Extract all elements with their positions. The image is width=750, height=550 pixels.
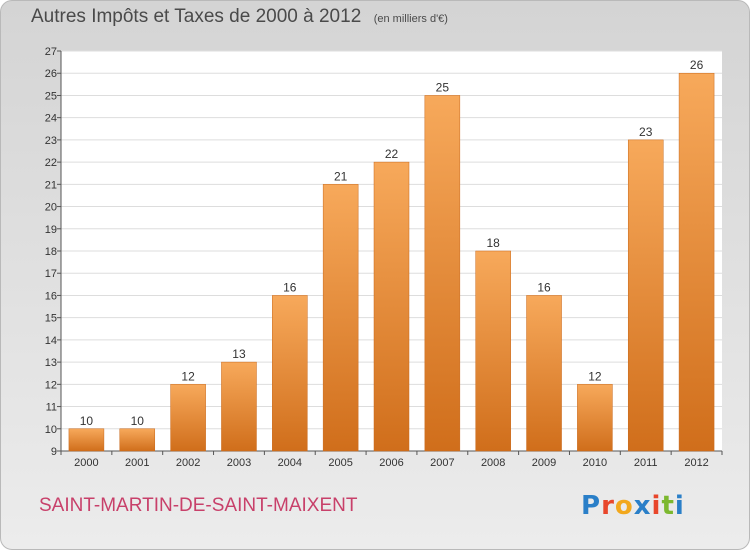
y-tick-label: 11 [46, 402, 57, 414]
data-label-2009: 16 [537, 280, 551, 294]
x-tick-label-2012: 2012 [684, 457, 708, 469]
x-tick-label-2003: 2003 [227, 457, 251, 469]
y-tick-label: 10 [45, 424, 57, 436]
bar-2005 [322, 184, 359, 452]
bar-2007 [424, 95, 461, 452]
bar-2001 [119, 428, 156, 452]
y-tick-label: 13 [45, 357, 57, 369]
x-tick-label-2000: 2000 [74, 457, 98, 469]
data-label-2008: 18 [487, 236, 501, 250]
y-tick-label: 16 [45, 290, 57, 302]
x-tick-label-2005: 2005 [328, 457, 352, 469]
y-tick-label: 12 [45, 379, 57, 391]
x-tick-label-2009: 2009 [532, 457, 556, 469]
chart-title: Autres Impôts et Taxes de 2000 à 2012 (e… [31, 6, 448, 28]
bar-2009 [526, 295, 562, 452]
logo-letter: o [614, 491, 634, 521]
y-tick-label: 27 [45, 46, 57, 58]
data-label-2003: 13 [232, 347, 246, 361]
data-label-2012: 26 [690, 58, 704, 72]
logo-letter: x [633, 491, 652, 521]
logo-letter: r [601, 491, 615, 521]
y-tick-label: 21 [45, 179, 57, 191]
bar-2012 [678, 72, 715, 452]
y-tick-label: 9 [51, 446, 57, 458]
bar-2004 [272, 295, 308, 452]
y-tick-label: 26 [45, 68, 57, 80]
logo-letter: i [674, 491, 685, 521]
data-label-2002: 12 [181, 369, 195, 383]
x-tick-label-2004: 2004 [278, 457, 302, 469]
y-tick-label: 14 [45, 335, 57, 347]
data-label-2004: 16 [283, 280, 297, 294]
chart-title-unit: (en milliers d'€) [373, 13, 448, 25]
x-tick-label-2007: 2007 [430, 457, 454, 469]
logo-letter: i [651, 491, 662, 521]
data-label-2011: 23 [639, 125, 653, 139]
y-tick-label: 22 [45, 157, 57, 169]
x-tick-label-2008: 2008 [481, 457, 505, 469]
x-tick-label-2002: 2002 [176, 457, 200, 469]
y-tick-label: 24 [45, 113, 57, 125]
y-tick-label: 19 [45, 224, 57, 236]
proxiti-logo: Proxiti [581, 491, 685, 521]
x-tick-label-2011: 2011 [634, 457, 658, 469]
bar-2003 [221, 361, 257, 452]
y-tick-label: 18 [45, 246, 57, 258]
bar-2000 [68, 428, 105, 452]
y-tick-label: 23 [45, 135, 57, 147]
x-tick-label-2006: 2006 [379, 457, 403, 469]
data-label-2001: 10 [131, 414, 145, 428]
chart-title-main: Autres Impôts et Taxes de 2000 à 2012 [31, 6, 362, 27]
logo-letter: P [581, 491, 602, 521]
y-tick-label: 17 [45, 268, 57, 280]
x-tick-label-2001: 2001 [125, 457, 149, 469]
data-label-2010: 12 [588, 369, 602, 383]
bar-2011 [627, 139, 664, 452]
y-tick-label: 25 [45, 90, 57, 102]
commune-name: SAINT-MARTIN-DE-SAINT-MAIXENT [39, 495, 358, 516]
data-label-2006: 22 [385, 147, 399, 161]
bar-2002 [170, 384, 206, 452]
data-label-2005: 21 [334, 169, 348, 183]
bar-2006 [373, 161, 410, 452]
x-tick-label-2010: 2010 [583, 457, 607, 469]
y-tick-label: 20 [45, 202, 57, 214]
bar-2010 [577, 384, 613, 452]
data-label-2007: 25 [436, 80, 450, 94]
data-label-2000: 10 [80, 414, 94, 428]
bar-2008 [475, 250, 511, 452]
logo-letter: t [661, 491, 675, 521]
y-tick-label: 15 [45, 313, 57, 325]
